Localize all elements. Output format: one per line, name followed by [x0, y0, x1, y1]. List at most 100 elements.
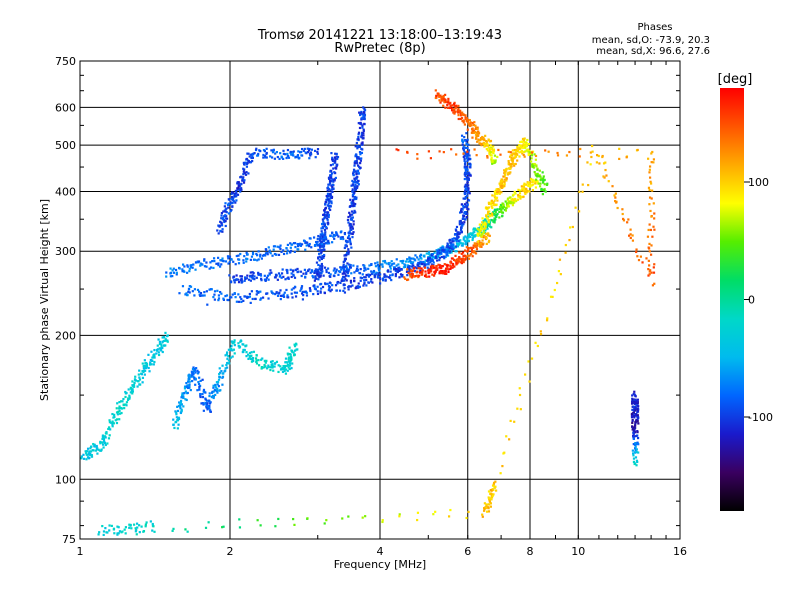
data-point	[280, 250, 283, 254]
data-point	[633, 424, 637, 427]
data-point	[501, 206, 504, 209]
data-point	[225, 351, 229, 354]
data-point	[472, 123, 476, 127]
data-point	[250, 354, 253, 357]
data-point	[320, 243, 324, 246]
data-point	[647, 274, 650, 277]
data-point	[460, 134, 464, 137]
data-point	[228, 260, 231, 264]
data-point	[417, 275, 420, 279]
data-point	[164, 331, 167, 334]
data-point	[282, 275, 285, 278]
data-point	[220, 370, 223, 373]
data-point	[220, 259, 223, 262]
data-point	[527, 360, 530, 363]
data-point	[160, 343, 163, 346]
colorbar	[720, 88, 744, 511]
data-point	[281, 367, 284, 370]
data-point	[338, 289, 342, 292]
data-point	[352, 231, 355, 234]
data-point	[359, 153, 362, 156]
data-point	[325, 270, 328, 274]
data-point	[310, 153, 313, 156]
data-point	[363, 115, 366, 119]
data-point	[225, 363, 228, 367]
data-point	[489, 147, 492, 151]
data-point	[327, 213, 330, 217]
data-point	[212, 390, 215, 393]
data-point	[446, 251, 449, 254]
data-point	[522, 187, 525, 191]
data-point	[513, 156, 516, 159]
data-point	[124, 392, 127, 395]
data-point	[446, 242, 449, 245]
data-point	[461, 242, 464, 245]
data-point	[492, 481, 496, 484]
data-point	[488, 222, 491, 226]
data-point	[286, 363, 290, 366]
data-point	[478, 232, 481, 236]
data-point	[484, 232, 488, 235]
data-point	[471, 237, 474, 240]
data-point	[534, 182, 537, 185]
data-point	[481, 217, 484, 220]
data-point	[636, 255, 639, 258]
data-point	[229, 356, 233, 359]
data-point	[454, 237, 457, 240]
data-point	[327, 271, 331, 275]
data-point	[470, 233, 474, 236]
data-point	[633, 390, 636, 393]
data-point	[490, 492, 493, 496]
data-point	[214, 386, 218, 389]
data-point	[303, 268, 306, 271]
data-point	[428, 256, 432, 260]
data-point	[392, 262, 396, 265]
data-point	[193, 367, 196, 371]
data-point	[342, 275, 345, 278]
data-point	[161, 336, 164, 339]
data-point	[216, 229, 219, 232]
data-point	[335, 167, 338, 170]
data-point	[465, 116, 468, 120]
data-point	[265, 156, 268, 159]
data-point	[465, 157, 469, 160]
data-point	[545, 183, 549, 186]
data-point	[306, 147, 309, 150]
data-point	[357, 172, 360, 175]
data-point	[158, 347, 161, 350]
data-point	[629, 233, 632, 236]
data-point	[339, 266, 342, 269]
data-point	[455, 225, 459, 229]
data-point	[296, 270, 299, 274]
data-point	[312, 276, 315, 279]
data-point	[242, 161, 245, 164]
data-point	[500, 184, 503, 187]
data-point	[290, 243, 294, 246]
data-point	[166, 339, 169, 342]
data-point	[370, 280, 373, 283]
data-point	[271, 360, 274, 363]
data-point	[353, 197, 356, 201]
data-point	[246, 162, 249, 165]
data-point	[487, 510, 491, 513]
data-point	[466, 192, 469, 195]
data-point	[269, 252, 272, 255]
data-point	[634, 456, 638, 459]
data-point	[251, 253, 255, 256]
data-point	[349, 213, 352, 216]
data-point	[315, 240, 318, 244]
data-point	[516, 148, 520, 151]
data-point	[329, 195, 333, 198]
data-point	[522, 184, 526, 187]
data-point	[217, 232, 220, 235]
data-point	[520, 149, 524, 153]
data-point	[486, 227, 489, 230]
data-point	[405, 270, 409, 273]
data-point	[333, 237, 336, 240]
data-point	[467, 248, 470, 251]
data-point	[333, 171, 336, 174]
data-point	[273, 245, 277, 248]
data-point	[179, 399, 183, 403]
data-point	[271, 254, 274, 257]
data-point	[590, 155, 593, 159]
